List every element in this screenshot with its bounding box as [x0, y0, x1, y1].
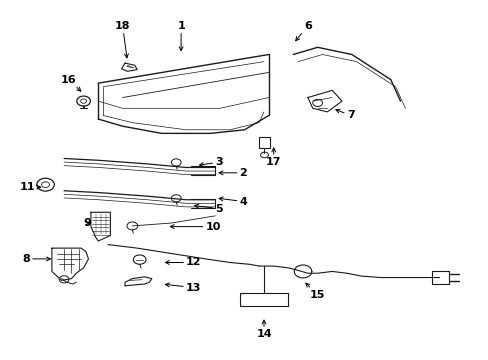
- Text: 14: 14: [256, 320, 271, 339]
- Text: 1: 1: [177, 21, 184, 51]
- Text: 17: 17: [265, 148, 281, 167]
- Text: 5: 5: [194, 204, 223, 214]
- Text: 11: 11: [20, 182, 41, 192]
- Text: 4: 4: [219, 197, 247, 207]
- Text: 9: 9: [83, 218, 91, 228]
- Text: 7: 7: [335, 109, 354, 121]
- Text: 16: 16: [61, 75, 81, 91]
- Text: 3: 3: [199, 157, 223, 167]
- Text: 12: 12: [165, 257, 201, 267]
- Text: 2: 2: [219, 168, 247, 178]
- Text: 6: 6: [295, 21, 311, 41]
- Text: 13: 13: [165, 283, 201, 293]
- Text: 8: 8: [22, 254, 50, 264]
- Text: 15: 15: [305, 283, 325, 300]
- Text: 18: 18: [115, 21, 130, 58]
- Text: 10: 10: [170, 222, 221, 231]
